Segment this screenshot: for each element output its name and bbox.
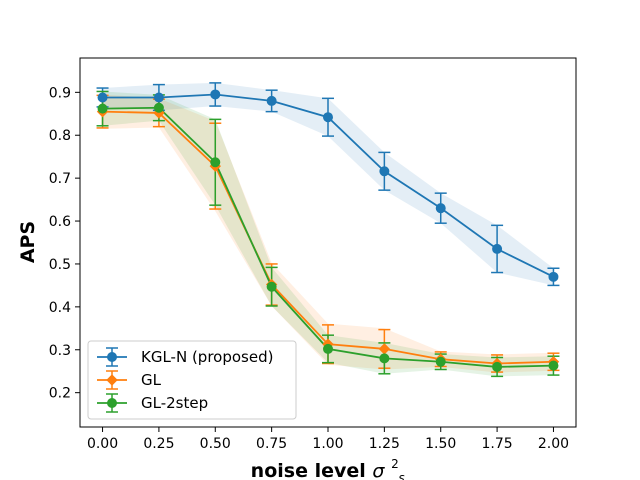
y-tick-label-3: 0.5 — [49, 257, 71, 273]
series-markers — [96, 89, 560, 372]
marker-series-0-point-4 — [323, 112, 333, 123]
marker-series-2-point-8 — [548, 360, 559, 371]
marker-series-0-point-5 — [379, 166, 390, 177]
marker-series-0-point-3 — [266, 95, 277, 106]
x-tick-label-5: 1.25 — [369, 436, 400, 452]
legend-marker-2 — [107, 398, 117, 408]
marker-series-2-point-4 — [323, 343, 333, 354]
marker-series-0-point-2 — [210, 89, 221, 100]
y-tick-label-4: 0.6 — [49, 214, 71, 230]
x-tick-label-1: 0.25 — [143, 436, 174, 452]
marker-series-2-point-3 — [266, 281, 277, 292]
marker-series-2-point-1 — [153, 102, 164, 113]
marker-series-2-point-0 — [97, 103, 108, 114]
marker-series-2-point-6 — [435, 356, 446, 367]
y-tick-label-5: 0.7 — [49, 171, 71, 187]
marker-series-0-point-8 — [548, 271, 559, 282]
x-tick-label-7: 1.75 — [482, 436, 513, 452]
legend-label-2: GL-2step — [141, 394, 208, 412]
x-axis-label-superscript: 2 — [391, 457, 399, 471]
marker-series-0-point-1 — [153, 92, 164, 103]
legend: KGL-N (proposed) GL GL-2step — [87, 340, 297, 420]
y-tick-label-6: 0.8 — [49, 128, 71, 144]
x-tick-label-2: 0.50 — [200, 436, 231, 452]
y-axis-label: APS — [17, 221, 39, 263]
y-tick-label-0: 0.2 — [49, 386, 71, 402]
x-tick-label-3: 0.75 — [256, 436, 287, 452]
x-axis-label-subscript: s — [398, 471, 404, 480]
legend-label-1: GL — [141, 371, 162, 389]
y-tick-label-7: 0.9 — [49, 85, 71, 101]
legend-marker-0 — [107, 352, 117, 362]
marker-series-2-point-5 — [379, 353, 390, 364]
x-axis-label-text: noise level — [251, 460, 366, 480]
x-tick-label-0: 0.00 — [87, 436, 118, 452]
x-axis-label-symbol: σ — [372, 460, 385, 480]
marker-series-0-point-7 — [492, 243, 503, 254]
legend-marker-1 — [106, 374, 118, 386]
y-tick-label-1: 0.3 — [49, 343, 71, 359]
x-axis-label: noise level σ 2 s — [251, 451, 406, 480]
marker-series-0-point-6 — [435, 203, 446, 214]
y-axis-ticks: 0.2 0.3 0.4 0.5 0.6 0.7 0.8 0.9 — [49, 85, 80, 402]
x-tick-label-6: 1.50 — [425, 436, 456, 452]
marker-series-2-point-7 — [492, 361, 503, 372]
y-tick-label-2: 0.4 — [49, 300, 71, 316]
marker-series-2-point-2 — [210, 157, 221, 168]
x-tick-label-8: 2.00 — [538, 436, 569, 452]
x-axis-ticks: 0.00 0.25 0.50 0.75 1.00 1.25 1.50 1.75 2.00 — [87, 427, 569, 452]
x-tick-label-4: 1.00 — [312, 436, 343, 452]
legend-label-0: KGL-N (proposed) — [141, 348, 273, 366]
marker-series-0-point-0 — [97, 92, 108, 103]
legend-box — [87, 340, 297, 420]
